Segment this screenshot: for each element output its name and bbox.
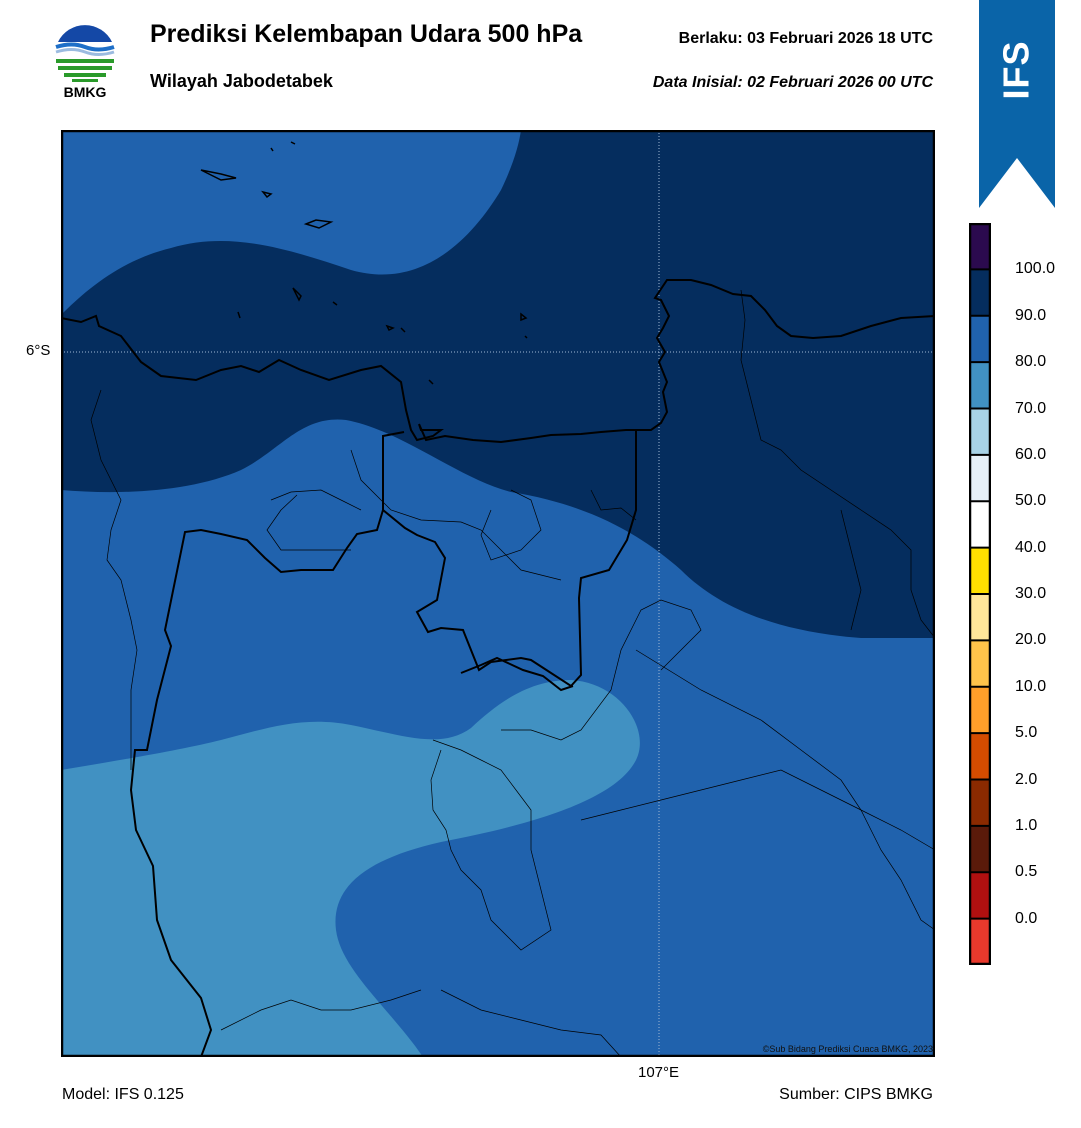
- colorbar-segment: [969, 779, 991, 827]
- colorbar-tick-label: 20.0: [1015, 631, 1047, 649]
- colorbar-segment: [969, 501, 991, 549]
- colorbar-tick-label: 40.0: [1015, 538, 1047, 556]
- colorbar-segment: [969, 640, 991, 688]
- colorbar-segment: [969, 872, 991, 920]
- colorbar-frame: [969, 223, 991, 965]
- map-subtitle: Wilayah Jabodetabek: [150, 71, 333, 91]
- colorbar-segment: [969, 733, 991, 780]
- map-title: Prediksi Kelembapan Udara 500 hPa: [150, 20, 583, 48]
- colorbar-tick-label: 10.0: [1015, 677, 1047, 695]
- colorbar-tick-label: 5.0: [1015, 724, 1038, 742]
- colorbar-segment: [969, 408, 991, 456]
- colorbar-segment: [969, 686, 991, 734]
- colorbar-tick-label: 2.0: [1015, 770, 1038, 788]
- colorbar-tick-label: 0.5: [1015, 863, 1038, 881]
- logo-text: BMKG: [63, 84, 107, 100]
- coastline: [61, 279, 935, 444]
- credit-text: ©Sub Bidang Prediksi Cuaca BMKG, 2023: [762, 1044, 933, 1054]
- lon-label: 107°E: [638, 1064, 680, 1081]
- lat-label: 6°S: [26, 342, 51, 359]
- colorbar: [969, 223, 991, 965]
- colorbar-segment: [969, 594, 991, 641]
- model-label: Model: IFS 0.125: [62, 1086, 184, 1103]
- band-90-100: [61, 130, 935, 638]
- colorbar-segment: [969, 223, 991, 270]
- colorbar-tick-label: 90.0: [1015, 306, 1047, 324]
- ribbon-label: IFS: [995, 40, 1037, 100]
- province-boundary-2: [460, 656, 574, 692]
- ifs-ribbon: [979, 0, 1055, 208]
- colorbar-segment: [969, 315, 991, 363]
- valid-time: Berlaku: 03 Februari 2026 18 UTC: [678, 30, 933, 47]
- band-70-80: [61, 680, 640, 1057]
- init-time: Data Inisial: 02 Februari 2026 00 UTC: [652, 74, 933, 91]
- map-frame: [61, 130, 935, 1057]
- colorbar-tick-label: 0.0: [1015, 909, 1038, 927]
- colorbar-tick-label: 80.0: [1015, 353, 1047, 371]
- regency-boundaries: [90, 289, 935, 1057]
- colorbar-tick-label: 60.0: [1015, 445, 1047, 463]
- colorbar-tick-label: 1.0: [1015, 816, 1038, 834]
- colorbar-tick-label: 50.0: [1015, 492, 1047, 510]
- ribbon-shape: [979, 0, 1055, 208]
- source-label: Sumber: CIPS BMKG: [779, 1086, 933, 1103]
- province-boundary: [129, 430, 637, 1057]
- islands: [200, 141, 528, 385]
- colorbar-segment: [969, 918, 991, 965]
- colorbar-segment: [969, 547, 991, 595]
- bmkg-logo-icon: [55, 23, 115, 83]
- colorbar-tick-label: 100.0: [1015, 260, 1056, 278]
- colorbar-segment: [969, 362, 991, 409]
- humidity-map: [61, 130, 935, 1057]
- colorbar-tick-label: 70.0: [1015, 399, 1047, 417]
- colorbar-tick-label: 30.0: [1015, 585, 1047, 602]
- colorbar-segment: [969, 454, 991, 502]
- colorbar-segment: [969, 269, 991, 317]
- colorbar-segment: [969, 825, 991, 873]
